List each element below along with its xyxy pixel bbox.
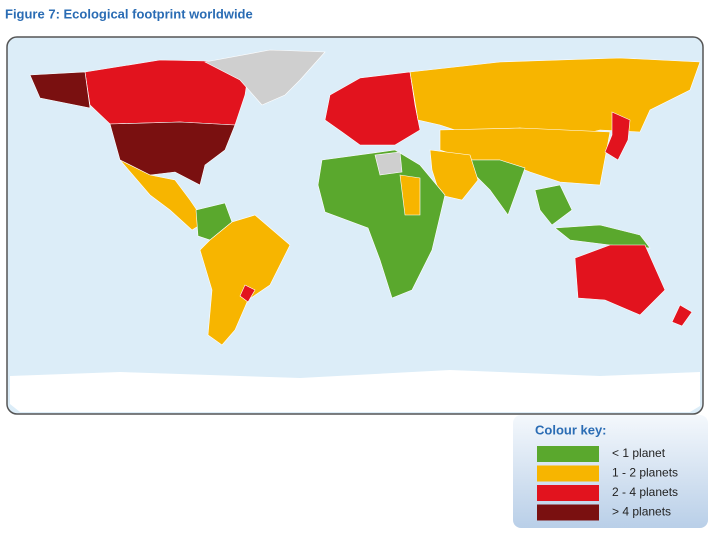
sudan: [399, 174, 421, 216]
new-zealand: [671, 304, 693, 327]
south-america: [199, 214, 291, 346]
world-map: [6, 36, 704, 415]
legend-label: 1 - 2 planets: [612, 466, 678, 480]
uruguay: [239, 284, 256, 303]
middle-east: [429, 149, 479, 201]
southeast-asia: [534, 184, 573, 226]
legend-swatch: [537, 446, 599, 462]
legend-swatch: [537, 504, 599, 521]
greenland: [204, 49, 326, 106]
alaska: [29, 71, 91, 109]
legend-label: < 1 planet: [612, 446, 666, 460]
legend: Colour key: < 1 planet 1 - 2 planets 2 - 4…: [513, 415, 708, 528]
legend-label: > 4 planets: [612, 505, 671, 519]
figure-title: Figure 7: Ecological footprint worldwide: [5, 6, 253, 21]
antarctica: [10, 370, 700, 412]
legend-swatch: [537, 485, 599, 501]
legend-items: < 1 planet 1 - 2 planets 2 - 4 planets > 4 …: [537, 446, 678, 521]
indonesia: [554, 224, 651, 249]
japan: [604, 111, 631, 161]
australia: [574, 244, 666, 316]
europe: [324, 71, 421, 146]
no-data-region: [374, 151, 403, 176]
legend-label: 2 - 4 planets: [612, 485, 678, 499]
legend-title: Colour key:: [535, 422, 607, 437]
legend-swatch: [537, 465, 599, 482]
